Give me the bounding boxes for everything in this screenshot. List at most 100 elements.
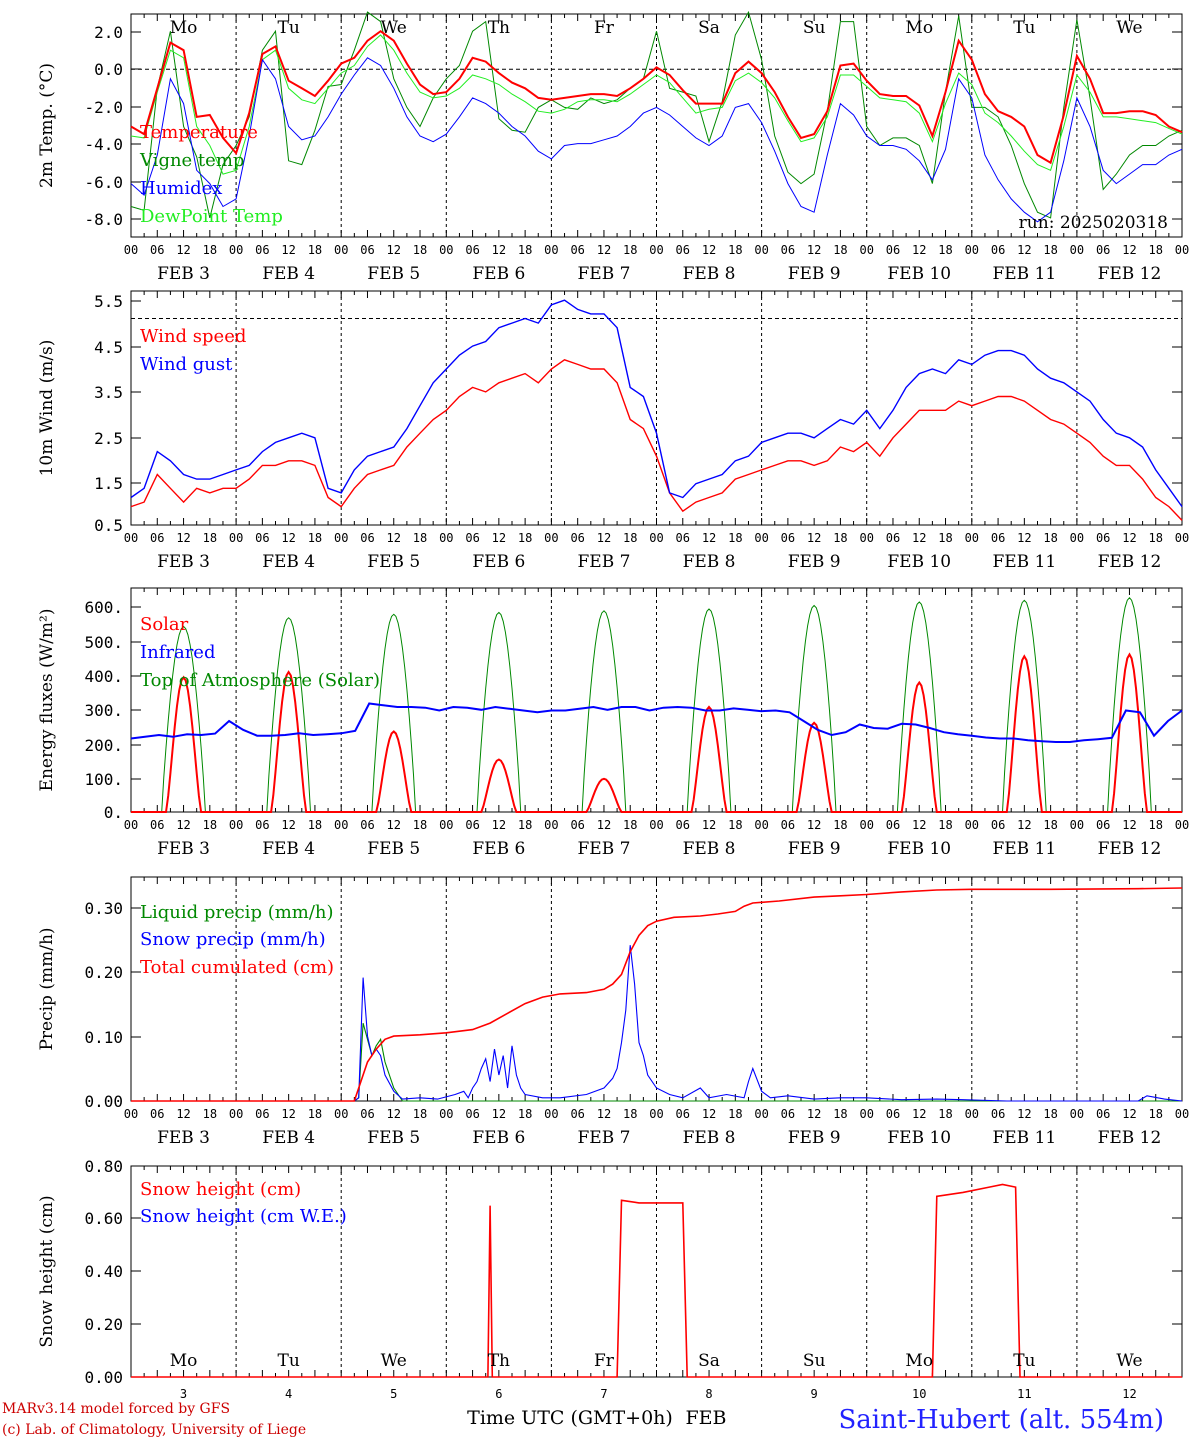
hour-label: 18	[623, 1107, 637, 1121]
y-tick-label: -2.0	[84, 98, 123, 117]
day-name: Fr	[594, 18, 615, 38]
date-label: FEB 9	[788, 264, 841, 284]
hour-label: 00	[754, 531, 768, 545]
y-tick-label: 0.80	[84, 1157, 123, 1176]
hour-label: 18	[1043, 818, 1057, 832]
footer-model: MARv3.14 model forced by GFS	[2, 1401, 230, 1417]
x-axis-title: Time UTC (GMT+0h)	[467, 1407, 673, 1429]
date-label: FEB 10	[887, 264, 951, 284]
y-axis-title: Precip (mm/h)	[37, 927, 57, 1050]
hour-label: 00	[124, 531, 138, 545]
legend-vigne-temp: Vigne temp	[139, 150, 244, 171]
y-tick-label: 200.	[84, 736, 123, 755]
footer-credit: (c) Lab. of Climatology, University of L…	[2, 1422, 306, 1438]
date-label: FEB 6	[472, 1128, 525, 1148]
hour-label: 12	[281, 1107, 295, 1121]
series-line-solar	[131, 652, 1182, 813]
hour-label: 00	[124, 243, 138, 257]
y-tick-label: 0.5	[94, 516, 123, 535]
hour-label: 00	[229, 531, 243, 545]
y-tick-label: -6.0	[84, 173, 123, 192]
hour-label: 06	[465, 531, 479, 545]
hour-label: 12	[807, 531, 821, 545]
y-tick-label: 0.0	[94, 60, 123, 79]
hour-label: 18	[1148, 531, 1162, 545]
legend-infrared: Infrared	[140, 642, 215, 663]
hour-label: 06	[781, 818, 795, 832]
hour-label: 18	[728, 1107, 742, 1121]
hour-label: 12	[912, 243, 926, 257]
hour-label: 00	[1175, 818, 1189, 832]
hour-label: 00	[544, 243, 558, 257]
hour-label: 06	[676, 531, 690, 545]
hour-label: 12	[1122, 243, 1136, 257]
hour-label: 06	[781, 531, 795, 545]
date-label: FEB 4	[262, 839, 315, 859]
day-name: We	[1116, 1351, 1142, 1371]
hour-label: 00	[334, 531, 348, 545]
hour-label: 12	[702, 531, 716, 545]
hour-label: 00	[754, 818, 768, 832]
hour-label: 06	[991, 531, 1005, 545]
hour-label: 12	[176, 1107, 190, 1121]
day-number: 9	[811, 1387, 818, 1401]
y-tick-label: 0.	[104, 803, 123, 822]
hour-label: 00	[124, 1107, 138, 1121]
y-tick-label: -4.0	[84, 135, 123, 154]
date-label: FEB 4	[262, 1128, 315, 1148]
hour-label: 06	[465, 818, 479, 832]
day-number: 3	[180, 1387, 187, 1401]
y-tick-label: 2.5	[94, 429, 123, 448]
day-name: Sa	[698, 1351, 720, 1371]
hour-label: 12	[1122, 531, 1136, 545]
day-number: 11	[1017, 1387, 1031, 1401]
hour-label: 06	[360, 243, 374, 257]
hour-label: 06	[570, 243, 584, 257]
y-tick-label: 5.5	[94, 292, 123, 311]
hour-label: 18	[833, 1107, 847, 1121]
panel-frame	[130, 587, 1183, 813]
day-name: Su	[803, 1351, 826, 1371]
hour-label: 00	[439, 531, 453, 545]
hour-label: 18	[938, 243, 952, 257]
hour-label: 06	[991, 818, 1005, 832]
hour-label: 06	[465, 243, 479, 257]
hour-label: 12	[176, 531, 190, 545]
day-name: Tu	[278, 1351, 300, 1371]
hour-label: 00	[649, 531, 663, 545]
hour-label: 18	[833, 243, 847, 257]
hour-label: 00	[439, 1107, 453, 1121]
legend-wind-speed: Wind speed	[140, 326, 246, 347]
hour-label: 12	[597, 243, 611, 257]
legend-snow-precip-mm-h-: Snow precip (mm/h)	[140, 929, 326, 950]
hour-label: 18	[308, 1107, 322, 1121]
hour-label: 12	[176, 818, 190, 832]
hour-label: 00	[229, 818, 243, 832]
date-label: FEB 5	[367, 839, 420, 859]
hour-label: 12	[702, 1107, 716, 1121]
hour-label: 00	[859, 531, 873, 545]
hour-label: 00	[965, 243, 979, 257]
hour-label: 06	[886, 1107, 900, 1121]
day-name: Tu	[1013, 18, 1035, 38]
day-name: We	[381, 1351, 407, 1371]
date-label: FEB 12	[1098, 1128, 1162, 1148]
hour-label: 12	[176, 243, 190, 257]
hour-label: 18	[728, 531, 742, 545]
hour-label: 06	[360, 1107, 374, 1121]
hour-label: 12	[492, 1107, 506, 1121]
hour-label: 18	[518, 1107, 532, 1121]
hour-label: 12	[492, 243, 506, 257]
hour-label: 18	[413, 531, 427, 545]
date-label: FEB 7	[577, 264, 630, 284]
x-axis-month: FEB	[685, 1407, 726, 1429]
y-tick-label: 0.30	[84, 899, 123, 918]
legend-total-cumulated-cm-: Total cumulated (cm)	[140, 957, 334, 978]
series-line-vigne-temp	[130, 10, 1183, 219]
hour-label: 18	[938, 1107, 952, 1121]
hour-label: 18	[623, 243, 637, 257]
day-name: We	[1116, 18, 1142, 38]
hour-label: 00	[754, 1107, 768, 1121]
hour-label: 00	[334, 818, 348, 832]
hour-label: 18	[728, 818, 742, 832]
